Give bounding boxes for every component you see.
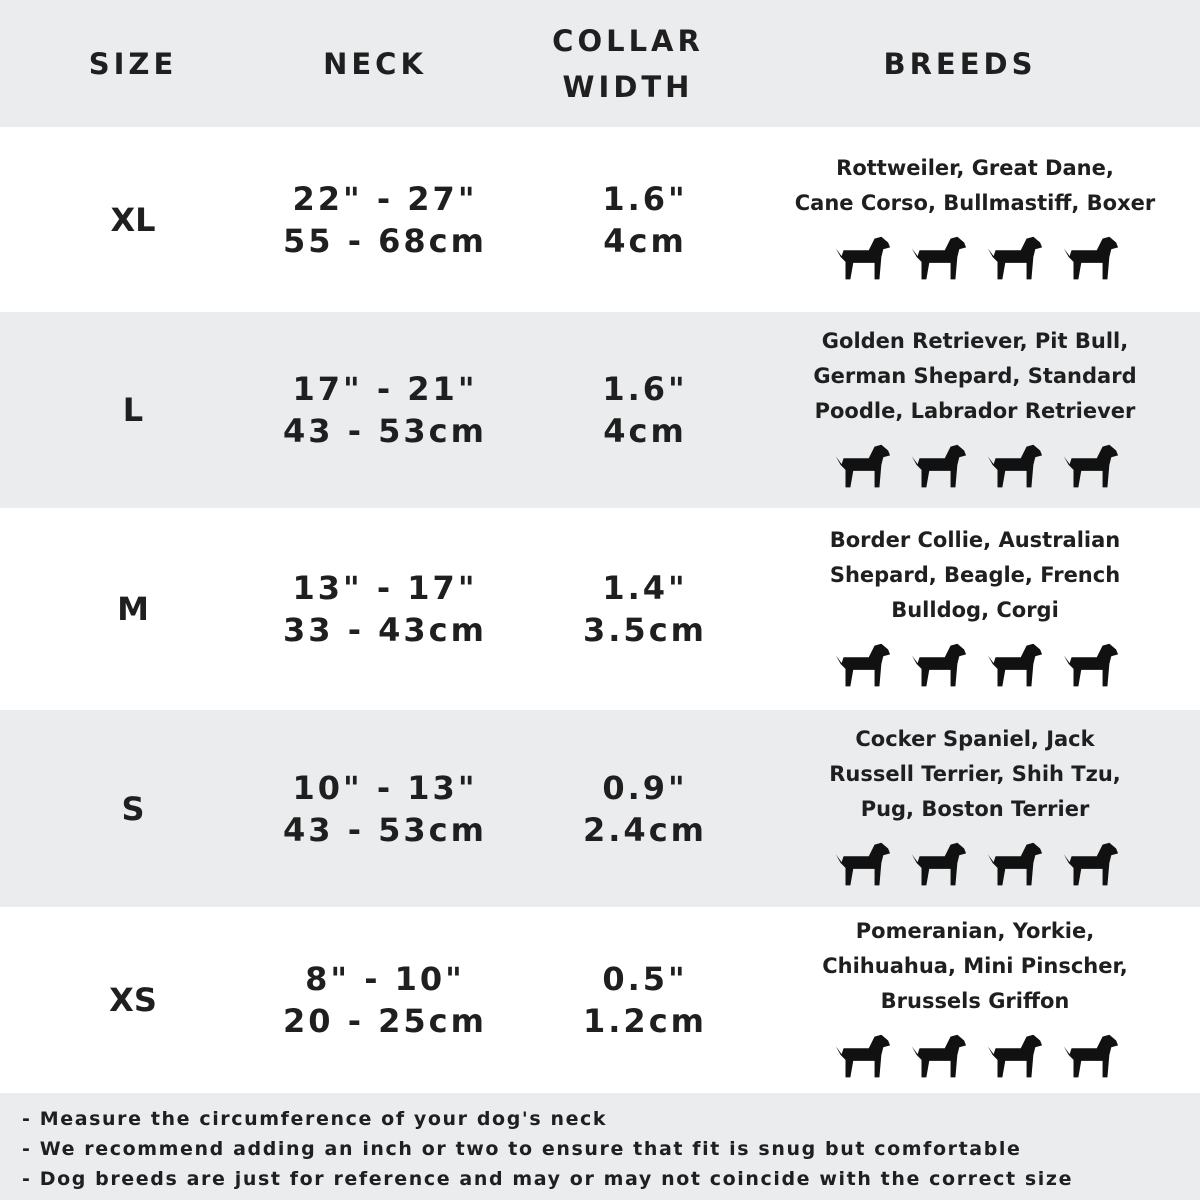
- yorkie-icon: [906, 1025, 968, 1087]
- collar-width: 0.5" 1.2cm: [520, 907, 770, 1093]
- size-label: XL: [110, 200, 156, 239]
- header-band: [0, 0, 1200, 127]
- breed-line: Russell Terrier, Shih Tzu,: [829, 762, 1121, 786]
- neck-cm: 33 - 43cm: [283, 611, 487, 649]
- breed-icons: [830, 833, 1120, 895]
- size-row: S 10" - 13" 43 - 53cm 0.9" 2.4cm Cocker …: [0, 710, 1200, 907]
- breed-icons: [830, 634, 1120, 696]
- breed-icons: [830, 227, 1120, 289]
- neck-measurement: 13" - 17" 33 - 43cm: [235, 508, 535, 710]
- size-row: M 13" - 17" 33 - 43cm 1.4" 3.5cm Border …: [0, 508, 1200, 710]
- note-3: - Dog breeds are just for reference and …: [22, 1168, 1074, 1190]
- neck-inches: 17" - 21": [292, 370, 478, 408]
- notes-band: [0, 1093, 1200, 1200]
- neck-cm: 43 - 53cm: [283, 412, 487, 450]
- breeds-cell: Cocker Spaniel, Jack Russell Terrier, Shi…: [775, 710, 1175, 907]
- rottweiler-icon: [830, 227, 892, 289]
- great-dane-icon: [906, 227, 968, 289]
- golden-retriever-icon: [830, 435, 892, 497]
- width-inches: 0.9": [602, 768, 688, 807]
- breed-line: Border Collie, Australian: [829, 527, 1121, 552]
- breed-line: Poodle, Labrador Retriever: [814, 398, 1136, 423]
- neck-measurement: 17" - 21" 43 - 53cm: [235, 312, 535, 508]
- neck-inches: 13" - 17": [292, 569, 478, 607]
- size-label: S: [121, 789, 145, 828]
- width-inches: 1.6": [602, 179, 688, 218]
- breed-line: Bulldog, Corgi: [891, 597, 1059, 622]
- width-inches: 1.6": [602, 370, 688, 408]
- chihuahua-icon: [982, 1025, 1044, 1087]
- jack-russell-icon: [906, 833, 968, 895]
- collar-width: 1.6" 4cm: [520, 127, 770, 312]
- breeds-cell: Rottweiler, Great Dane, Cane Corso, Bullm…: [775, 127, 1175, 312]
- corgi-icon: [1058, 634, 1120, 696]
- size-row: L 17" - 21" 43 - 53cm 1.6" 4cm Golden Re…: [0, 312, 1200, 508]
- notes: - Measure the circumference of your dog'…: [22, 1104, 1073, 1194]
- breed-icons: [830, 1025, 1120, 1087]
- breeds-cell: Pomeranian, Yorkie, Chihuahua, Mini Pinsc…: [775, 907, 1175, 1093]
- breeds-cell: Border Collie, Australian Shepard, Beagle…: [775, 508, 1175, 710]
- width-inches: 0.5": [602, 960, 688, 998]
- bullmastiff-icon: [1058, 227, 1120, 289]
- size-row: XL 22" - 27" 55 - 68cm 1.6" 4cm Rottweil…: [0, 127, 1200, 312]
- size-label: L: [122, 391, 144, 429]
- width-cm: 1.2cm: [583, 1002, 707, 1040]
- neck-cm: 55 - 68cm: [283, 221, 487, 260]
- header-collar-line1: COLLAR: [552, 23, 704, 58]
- pomeranian-icon: [830, 1025, 892, 1087]
- header-breeds: BREEDS: [883, 46, 1037, 81]
- size-label: M: [117, 590, 149, 628]
- neck-measurement: 22" - 27" 55 - 68cm: [235, 127, 535, 312]
- breed-line: German Shepard, Standard: [813, 363, 1137, 388]
- breed-line: Shepard, Beagle, French: [829, 562, 1121, 587]
- cocker-spaniel-icon: [830, 833, 892, 895]
- breed-line: Cocker Spaniel, Jack: [855, 727, 1095, 751]
- breeds-cell: Golden Retriever, Pit Bull, German Shepar…: [775, 312, 1175, 508]
- width-cm: 2.4cm: [583, 810, 707, 849]
- shih-tzu-icon: [982, 833, 1044, 895]
- border-collie-icon: [830, 634, 892, 696]
- neck-measurement: 10" - 13" 43 - 53cm: [235, 710, 535, 907]
- breed-line: Chihuahua, Mini Pinscher,: [822, 953, 1128, 978]
- breed-line: Pomeranian, Yorkie,: [855, 918, 1095, 943]
- breed-line: Golden Retriever, Pit Bull,: [821, 328, 1129, 353]
- width-inches: 1.4": [602, 569, 688, 607]
- neck-cm: 20 - 25cm: [283, 1002, 487, 1040]
- header-neck: NECK: [323, 46, 427, 81]
- breed-line: Brussels Griffon: [880, 988, 1070, 1013]
- header-collar-line2: WIDTH: [562, 69, 694, 104]
- collar-width: 1.4" 3.5cm: [520, 508, 770, 710]
- breed-icons: [830, 435, 1120, 497]
- poodle-icon: [982, 435, 1044, 497]
- neck-inches: 10" - 13": [292, 768, 478, 807]
- beagle-icon: [906, 634, 968, 696]
- size-row: XS 8" - 10" 20 - 25cm 0.5" 1.2cm Pomeran…: [0, 907, 1200, 1093]
- pug-icon: [1058, 833, 1120, 895]
- collar-width: 0.9" 2.4cm: [520, 710, 770, 907]
- width-cm: 4cm: [603, 412, 687, 450]
- breed-line: Rottweiler, Great Dane,: [836, 155, 1114, 180]
- collar-width: 1.6" 4cm: [520, 312, 770, 508]
- header-size: SIZE: [88, 46, 178, 81]
- note-2: - We recommend adding an inch or two to …: [22, 1138, 1022, 1160]
- labrador-icon: [906, 435, 968, 497]
- german-shepherd-icon: [1058, 435, 1120, 497]
- header-collar-width: COLLAR WIDTH: [528, 0, 728, 127]
- size-label: XS: [109, 981, 157, 1019]
- mini-pinscher-icon: [1058, 1025, 1120, 1087]
- breed-line: Cane Corso, Bullmastiff, Boxer: [794, 190, 1156, 215]
- doberman-icon: [982, 227, 1044, 289]
- neck-measurement: 8" - 10" 20 - 25cm: [235, 907, 535, 1093]
- note-1: - Measure the circumference of your dog'…: [22, 1108, 608, 1130]
- french-bulldog-icon: [982, 634, 1044, 696]
- breed-line: Pug, Boston Terrier: [860, 797, 1090, 821]
- neck-inches: 8" - 10": [305, 960, 465, 998]
- width-cm: 4cm: [603, 221, 687, 260]
- width-cm: 3.5cm: [583, 611, 707, 649]
- neck-inches: 22" - 27": [292, 179, 478, 218]
- neck-cm: 43 - 53cm: [283, 810, 487, 849]
